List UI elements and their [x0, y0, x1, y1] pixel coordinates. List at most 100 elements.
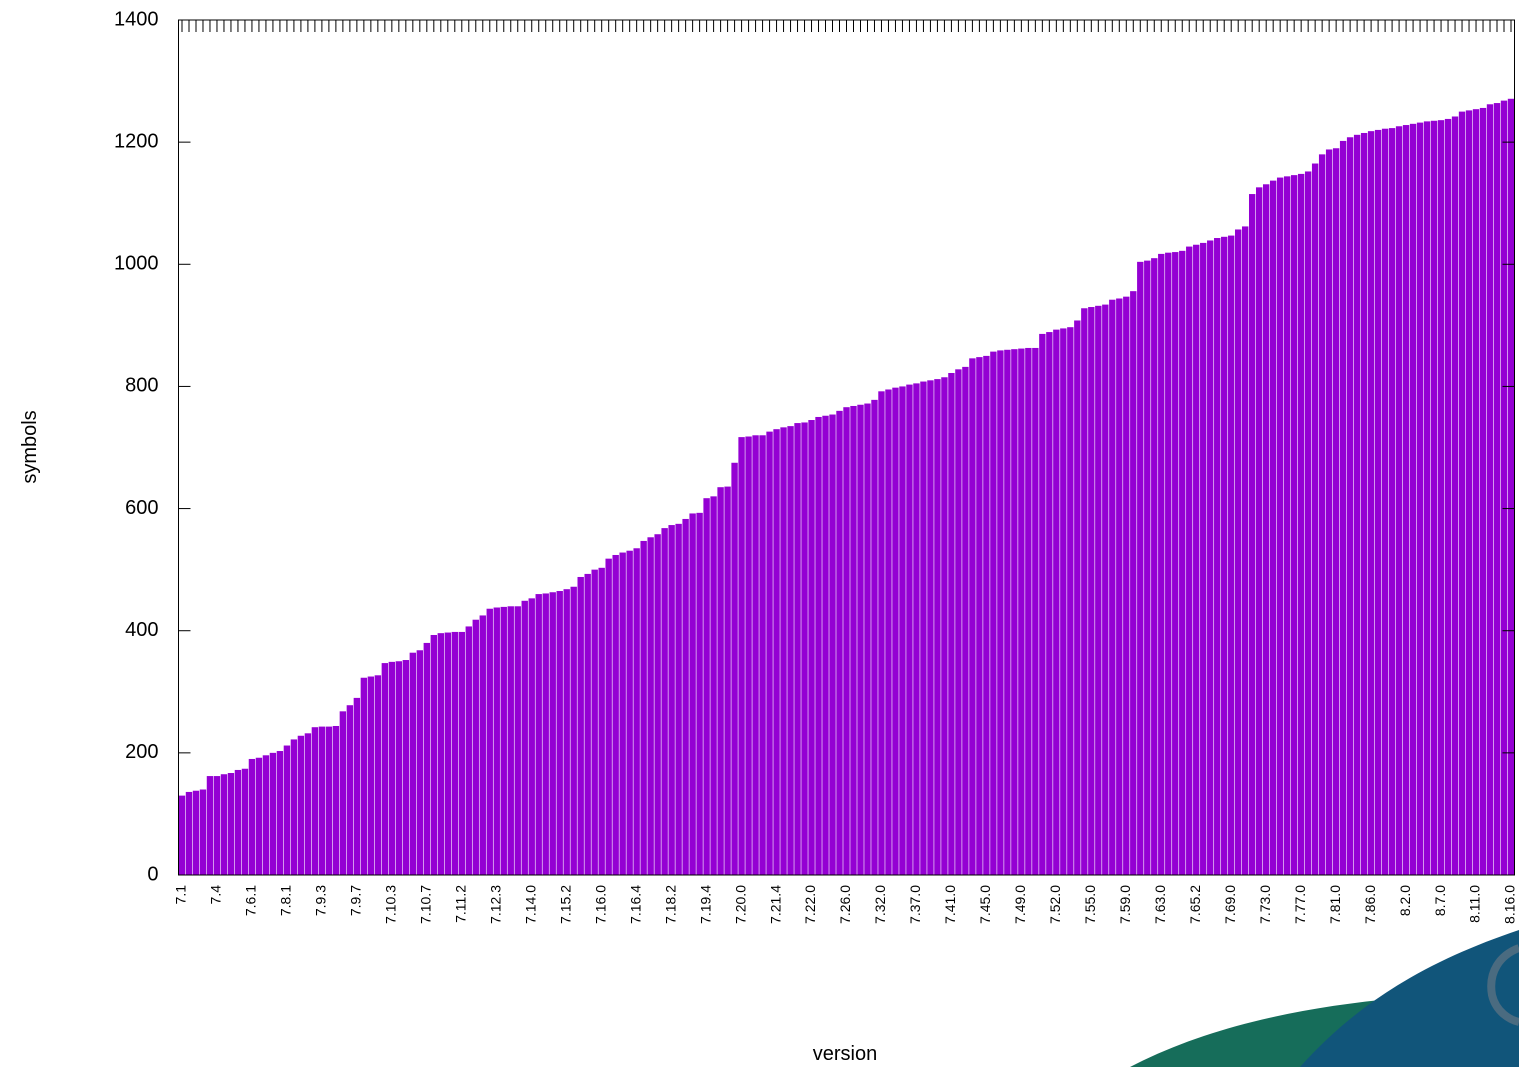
bar [871, 399, 878, 875]
bar [941, 377, 948, 875]
x-tick-label: 8.7.0 [1432, 885, 1448, 916]
bar [1207, 240, 1214, 876]
bar [955, 369, 962, 875]
x-tick-label: 7.21.4 [767, 885, 783, 924]
bar [486, 608, 493, 875]
bar [318, 726, 326, 875]
bar [1444, 118, 1452, 875]
y-tick-label: 1400 [114, 8, 159, 30]
bar [1290, 175, 1298, 875]
bar [1200, 242, 1207, 876]
bar [1318, 154, 1326, 875]
bar [850, 405, 857, 875]
bar [661, 528, 668, 875]
bar [1109, 299, 1116, 875]
bar [409, 652, 417, 875]
bar [234, 769, 242, 875]
x-tick-label: 7.9.7 [348, 885, 364, 916]
x-tick-label: 7.41.0 [942, 885, 958, 924]
bar [899, 386, 906, 875]
bar [1255, 187, 1263, 876]
bar [962, 366, 969, 875]
x-tick-label: 7.19.4 [697, 885, 713, 924]
y-tick-label: 400 [125, 619, 158, 641]
bar [1416, 122, 1424, 876]
bar [192, 790, 200, 875]
y-tick-label: 1000 [114, 253, 159, 275]
bar [626, 550, 633, 875]
bar [1360, 132, 1368, 875]
bar [1311, 163, 1319, 876]
bar [458, 631, 465, 875]
bar [444, 632, 451, 875]
bar [1395, 126, 1403, 875]
bar [1060, 328, 1067, 875]
bar [822, 415, 829, 875]
bar [969, 358, 976, 876]
bar [1214, 238, 1221, 875]
bar [1409, 123, 1417, 876]
y-tick-label: 200 [125, 741, 158, 763]
bar [640, 540, 647, 875]
x-tick-label: 7.22.0 [802, 885, 818, 924]
bar [1472, 109, 1480, 875]
bar [1228, 235, 1235, 875]
x-tick-label: 7.69.0 [1222, 885, 1238, 924]
bar [1102, 304, 1109, 875]
x-tick-label: 7.10.7 [418, 885, 434, 924]
bar [465, 626, 472, 875]
bar [423, 642, 431, 875]
bar [563, 589, 570, 875]
bar [1423, 121, 1431, 876]
bar [1123, 296, 1130, 875]
bar [920, 381, 927, 875]
bar [1374, 129, 1382, 875]
bar [1339, 140, 1347, 875]
bar [710, 496, 717, 875]
bar [864, 403, 871, 875]
bar [1269, 180, 1277, 875]
bar [1179, 250, 1186, 876]
bar [1165, 252, 1172, 876]
bar [766, 431, 773, 875]
bar [836, 410, 843, 875]
bar [248, 758, 256, 875]
bar [1304, 171, 1312, 875]
bar [675, 523, 682, 875]
bar [381, 663, 389, 875]
bar [1325, 149, 1333, 875]
bar [815, 416, 822, 875]
bar [1507, 98, 1515, 875]
bar [647, 537, 654, 875]
bar [948, 372, 955, 875]
bar [1465, 110, 1473, 875]
bar [227, 773, 235, 875]
bar [1039, 333, 1046, 876]
bar [1248, 194, 1256, 875]
x-tick-label: 7.37.0 [907, 885, 923, 924]
x-tick-label: 7.18.2 [662, 885, 678, 924]
y-tick-label: 0 [147, 863, 158, 885]
bar [479, 615, 486, 875]
bar [1018, 348, 1025, 875]
bar [787, 426, 794, 875]
bar [304, 733, 312, 875]
bar [297, 735, 305, 875]
bar [542, 593, 549, 875]
x-tick-label: 7.81.0 [1327, 885, 1343, 924]
x-tick-label: 7.59.0 [1117, 885, 1133, 924]
bar [367, 676, 375, 875]
bar [892, 387, 899, 875]
bar [1186, 246, 1193, 875]
x-tick-label: 7.8.1 [278, 885, 294, 916]
bar [1235, 229, 1242, 876]
x-tick-label: 7.16.4 [627, 885, 643, 924]
x-tick-label: 7.15.2 [557, 885, 573, 924]
x-tick-label: 7.12.3 [487, 885, 503, 924]
x-tick-label: 7.10.3 [383, 885, 399, 924]
bar [500, 606, 507, 875]
bar [829, 414, 836, 875]
bar [724, 486, 731, 875]
bar [437, 633, 445, 875]
x-tick-label: 7.63.0 [1152, 885, 1168, 924]
